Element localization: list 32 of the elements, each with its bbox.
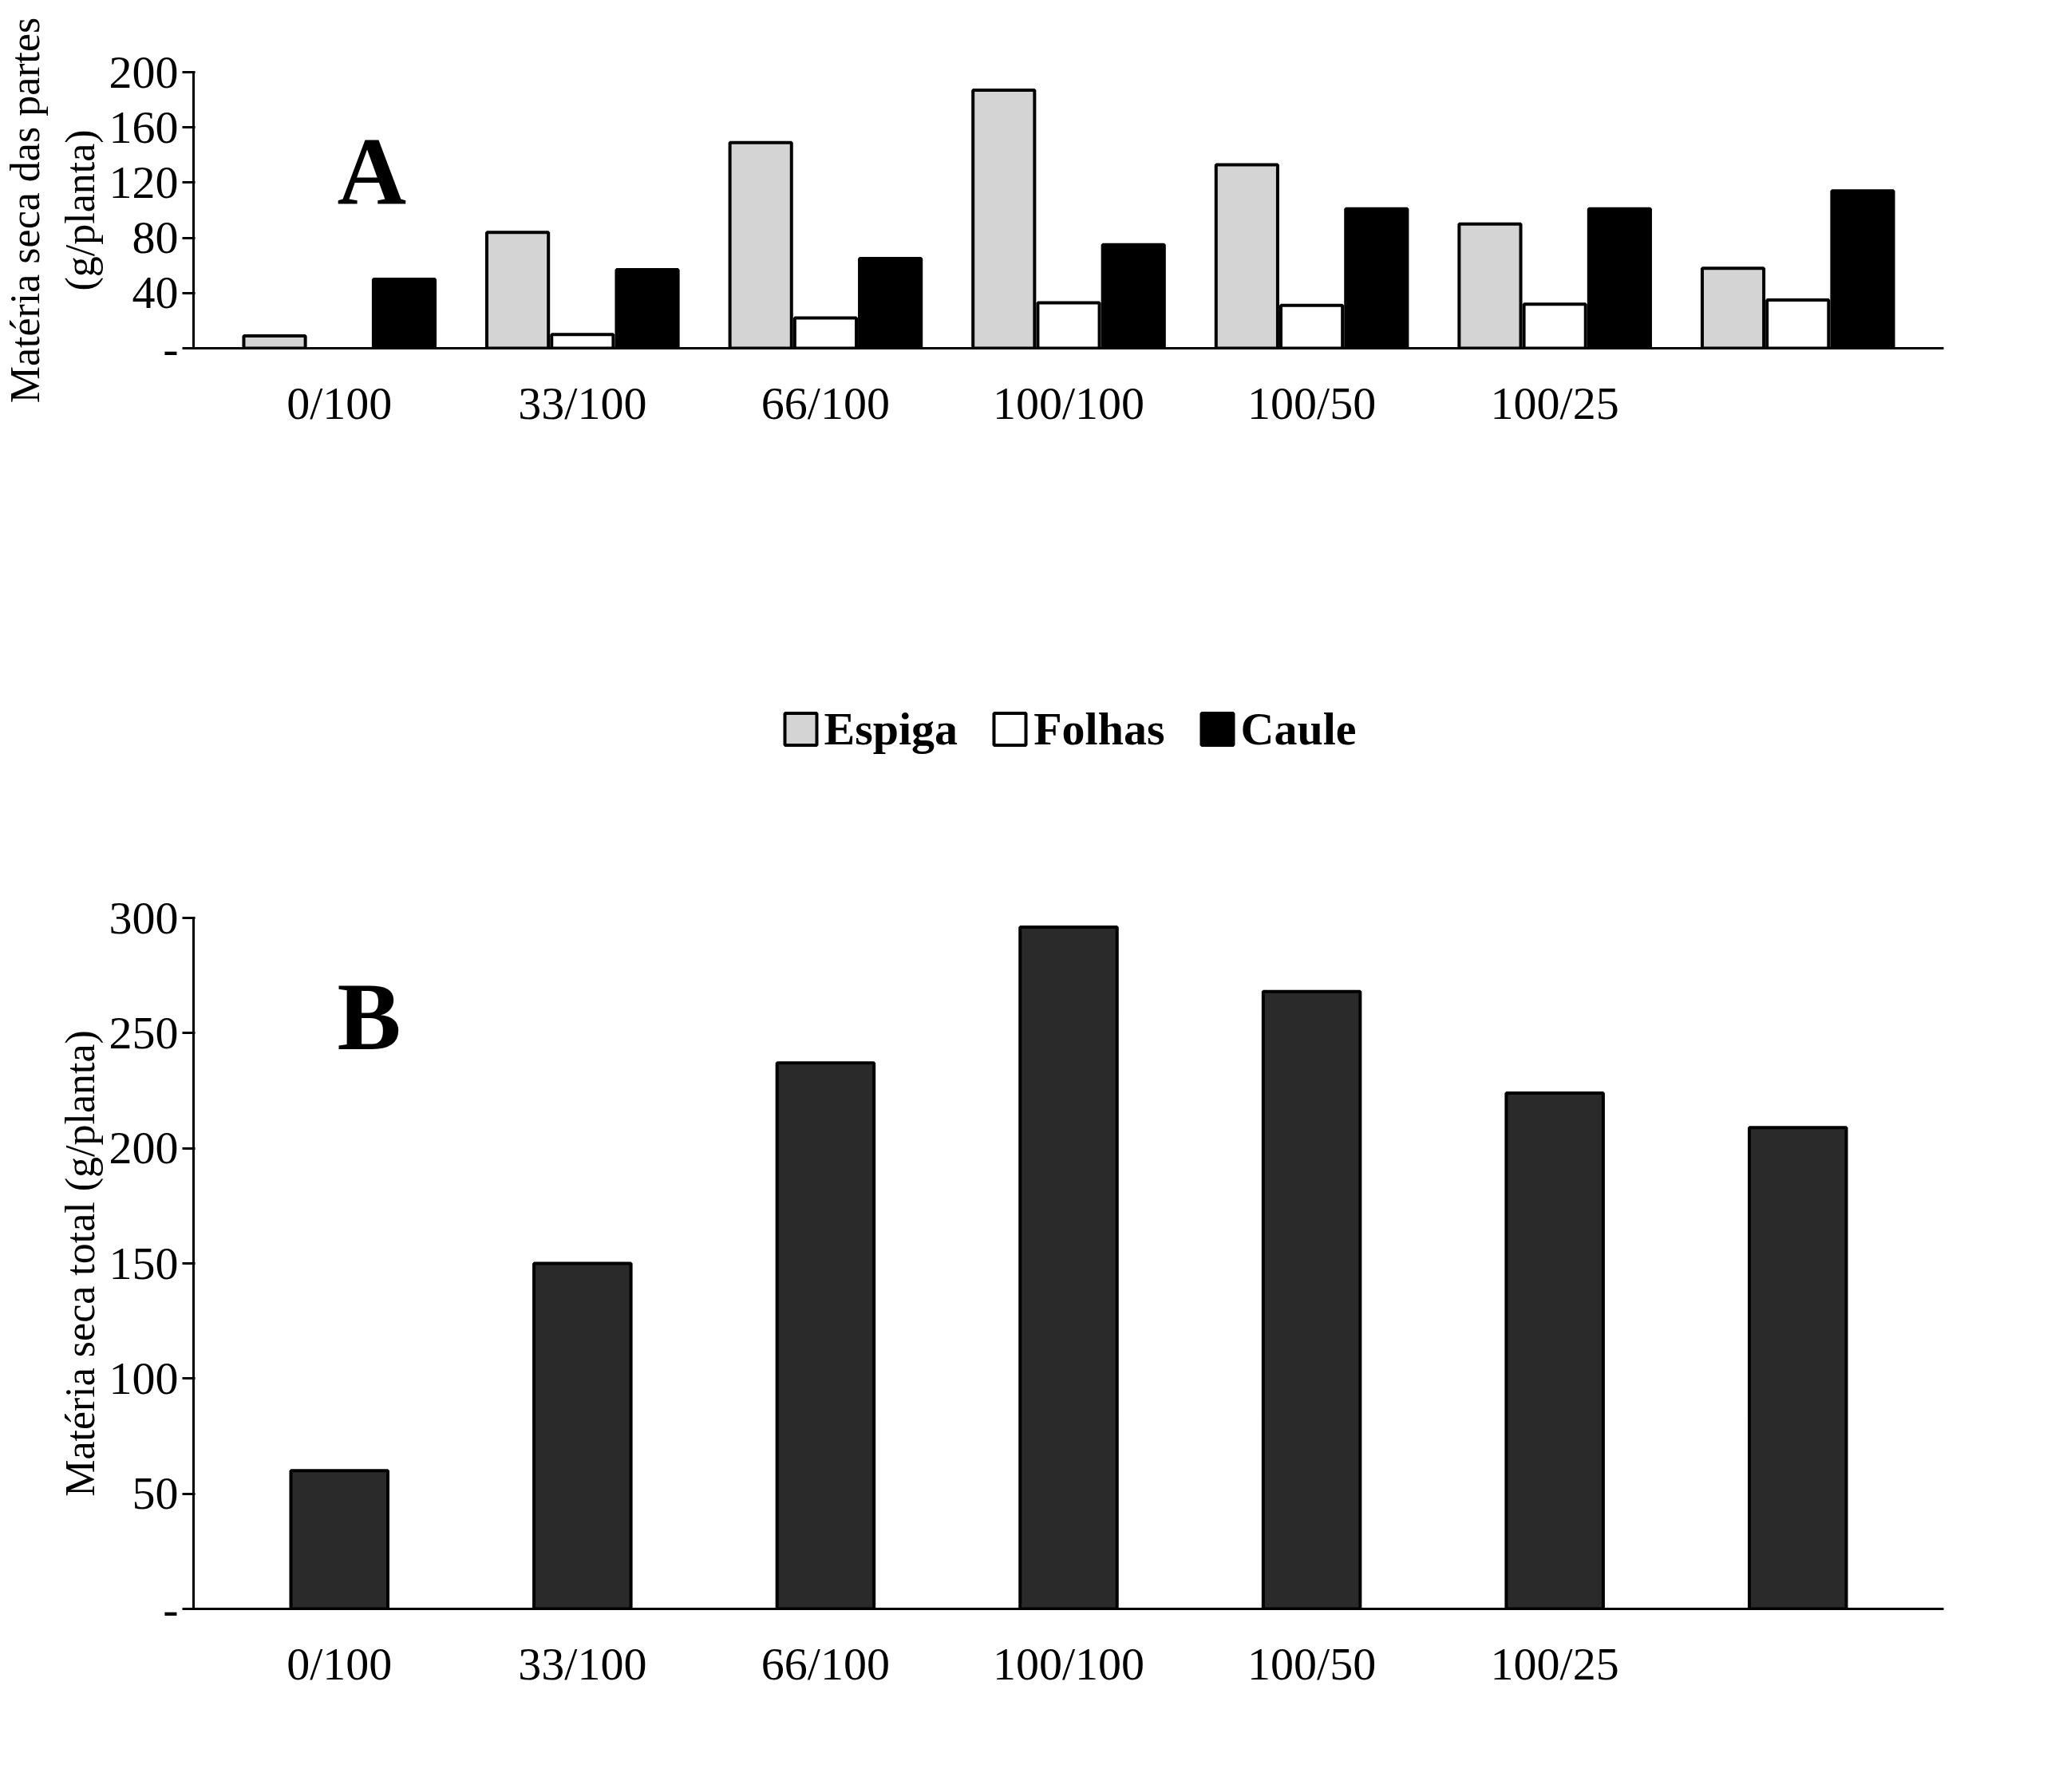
x-tick-label: 0/100 (287, 377, 393, 429)
y-tick-label: 160 (109, 101, 179, 153)
x-tick-label: 100/25 (1490, 1637, 1619, 1690)
y-tick-label: - (163, 322, 179, 374)
x-tick-label: 33/100 (518, 377, 647, 429)
text: A (337, 117, 407, 224)
y-axis-title: Matéria seca total (g/planta) (57, 1030, 104, 1497)
legend-label: Folhas (1033, 701, 1165, 756)
y-tick-label: 120 (109, 156, 179, 208)
y-tick-label: 50 (132, 1467, 179, 1520)
y-tick-label: 80 (132, 211, 179, 264)
x-tick-label: 100/100 (992, 377, 1145, 429)
y-tick-label: 150 (109, 1237, 179, 1289)
y-tick-label: 300 (109, 891, 179, 944)
x-tick-label: 66/100 (761, 1637, 890, 1690)
x-tick-label: 100/25 (1490, 377, 1619, 429)
y-tick-label: - (163, 1582, 179, 1635)
legend-label: Caule (1240, 701, 1357, 756)
x-tick-label: 33/100 (518, 1637, 647, 1690)
y-axis-title: Matéria seca das partes (g/planta) (2, 17, 104, 404)
x-tick-label: 100/50 (1247, 377, 1377, 429)
y-tick-label: 40 (132, 266, 179, 319)
x-tick-label: 66/100 (761, 377, 890, 429)
y-tick-label: 200 (109, 45, 179, 98)
y-tick-label: 100 (109, 1352, 179, 1404)
x-tick-label: 100/100 (992, 1637, 1145, 1690)
x-tick-label: 0/100 (287, 1637, 393, 1690)
y-tick-label: 200 (109, 1122, 179, 1174)
legend-label: Espiga (824, 701, 958, 756)
text: B (337, 963, 401, 1070)
y-tick-label: 250 (109, 1006, 179, 1059)
x-tick-label: 100/50 (1247, 1637, 1377, 1690)
